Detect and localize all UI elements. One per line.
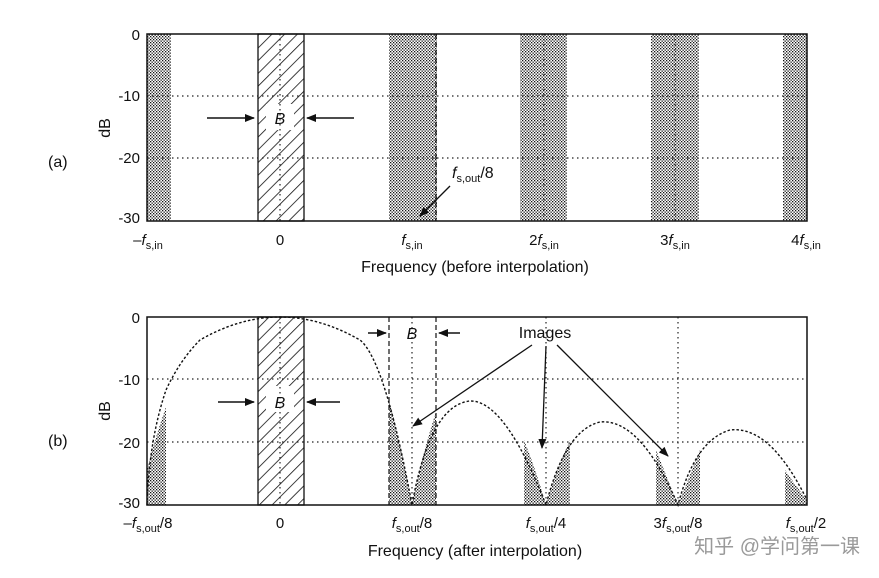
images-arrow bbox=[412, 344, 533, 427]
sinc-response-curve bbox=[146, 316, 808, 508]
images-arrow bbox=[556, 344, 669, 457]
panel-a-yticks: 0 -10 -20 -30 bbox=[118, 27, 140, 227]
bandwidth-edge-markers bbox=[388, 317, 437, 505]
image-band-fs bbox=[389, 34, 437, 221]
bandwidth-indicator-top: B bbox=[368, 326, 460, 343]
panel-b: 0 -10 -20 -30 dB (b) –fs,out/8 0 fs,out/… bbox=[48, 310, 826, 560]
panel-b-yticks: 0 -10 -20 -30 bbox=[118, 310, 140, 512]
panel-b-xticks: –fs,out/8 0 fs,out/8 fs,out/4 3fs,out/8 … bbox=[124, 515, 827, 535]
bandwidth-label-top: B bbox=[407, 326, 418, 343]
bandwidth-indicator-b: B bbox=[218, 395, 340, 412]
images-label: Images bbox=[519, 325, 571, 342]
xtick-label: fs,out/4 bbox=[526, 515, 567, 535]
panel-a: 0 -10 -20 -30 dB (a) –fs,in 0 fs,in 2fs,… bbox=[48, 27, 821, 276]
panel-a-dotted-bands bbox=[147, 34, 807, 221]
baseband-label-bg bbox=[266, 104, 294, 130]
y-axis-label: dB bbox=[97, 401, 114, 421]
bandwidth-label: B bbox=[275, 395, 286, 412]
y-axis-label: dB bbox=[97, 118, 114, 138]
annotation-arrow bbox=[419, 185, 451, 217]
svg-text:fs,out/8: fs,out/8 bbox=[452, 165, 494, 185]
xtick-label: fs,out/2 bbox=[786, 515, 827, 535]
image-band-neg-fs bbox=[147, 34, 171, 221]
xtick-label: 3fs,out/8 bbox=[654, 515, 703, 535]
ytick-label: -10 bbox=[118, 372, 140, 389]
panel-b-gridlines bbox=[147, 317, 807, 505]
image-region-3fs8 bbox=[656, 450, 700, 505]
image-band-3fs bbox=[651, 34, 699, 221]
image-band-4fs bbox=[783, 34, 807, 221]
images-annotation: Images bbox=[412, 325, 669, 457]
images-arrow bbox=[538, 345, 547, 449]
ytick-label: -30 bbox=[118, 210, 140, 227]
fs-out-8-annotation: fs,out/8 bbox=[419, 165, 494, 217]
image-region-left bbox=[147, 407, 166, 505]
panel-label: (b) bbox=[48, 433, 68, 450]
panel-a-frame bbox=[146, 33, 808, 222]
ytick-label: -30 bbox=[118, 495, 140, 512]
xtick-label: –fs,out/8 bbox=[124, 515, 173, 535]
xtick-label: 4fs,in bbox=[791, 232, 821, 252]
ytick-label: -20 bbox=[118, 435, 140, 452]
bandwidth-indicator-a: B bbox=[207, 111, 354, 128]
ytick-label: -20 bbox=[118, 150, 140, 167]
x-axis-label: Frequency (before interpolation) bbox=[361, 259, 589, 276]
xtick-label: 0 bbox=[276, 232, 284, 249]
x-axis-label: Frequency (after interpolation) bbox=[368, 543, 582, 560]
panel-a-gridlines bbox=[147, 34, 807, 221]
panel-label: (a) bbox=[48, 154, 68, 171]
xtick-label: –fs,in bbox=[133, 232, 163, 252]
ytick-label: -10 bbox=[118, 88, 140, 105]
image-region-fs4 bbox=[524, 440, 570, 505]
xtick-label: fs,in bbox=[401, 232, 422, 252]
ytick-label: 0 bbox=[132, 310, 140, 327]
xtick-label: fs,out/8 bbox=[392, 515, 433, 535]
xtick-label: 3fs,in bbox=[660, 232, 690, 252]
panel-b-dotted-image-regions bbox=[147, 400, 807, 505]
watermark: 知乎 @学问第一课 bbox=[694, 535, 860, 558]
image-region-fs8 bbox=[389, 400, 436, 505]
image-region-right bbox=[785, 470, 807, 505]
ytick-label: 0 bbox=[132, 27, 140, 44]
image-band-2fs bbox=[520, 34, 567, 221]
panel-b-frame bbox=[146, 316, 808, 506]
panel-a-xticks: –fs,in 0 fs,in 2fs,in 3fs,in 4fs,in bbox=[133, 232, 821, 252]
xtick-label: 0 bbox=[276, 515, 284, 532]
xtick-label: 2fs,in bbox=[529, 232, 559, 252]
bandwidth-label: B bbox=[275, 111, 286, 128]
